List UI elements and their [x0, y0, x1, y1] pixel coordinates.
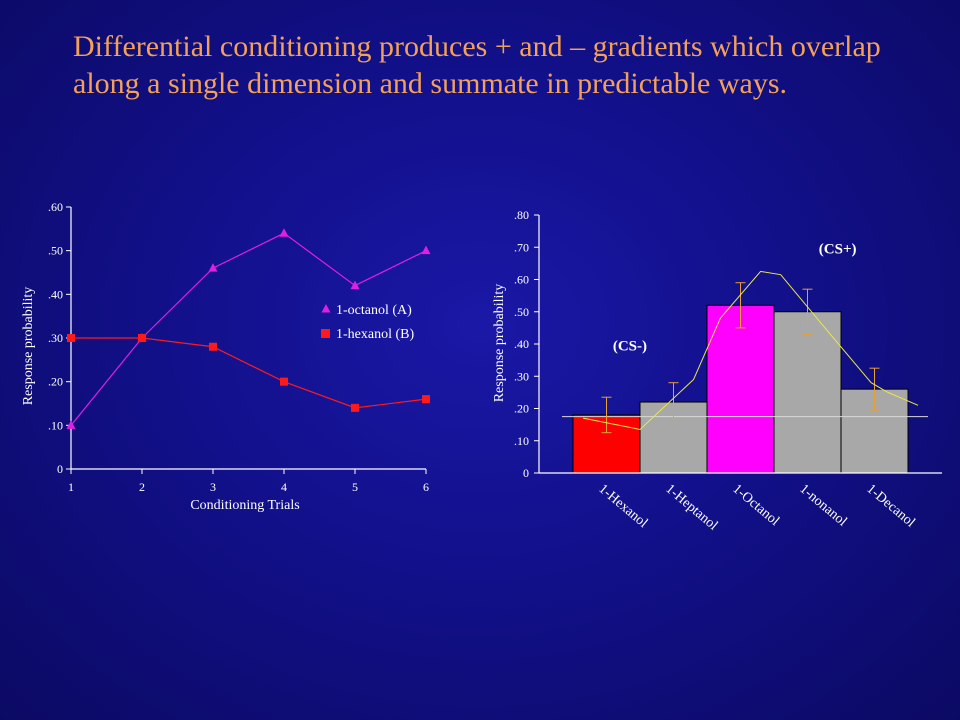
- bar-chart-y-tick-label: .50: [514, 305, 529, 319]
- line-chart-y-tick-label: .20: [48, 375, 63, 389]
- bar-chart-y-tick-label: .10: [514, 434, 529, 448]
- line-chart-legend: 1-octanol (A) 1-hexanol (B): [321, 303, 414, 342]
- line-chart-x-tick-label: 3: [210, 480, 216, 494]
- bar-chart-y-tick-label: .30: [514, 369, 529, 383]
- line-chart-point: [351, 403, 359, 412]
- bar-chart-category-label: 1-Heptanol: [662, 482, 720, 534]
- line-chart-y-tick-label: .50: [48, 244, 63, 258]
- bar-chart-y-tick-label: .20: [514, 402, 529, 416]
- bar-chart-y-tick-label: .70: [514, 240, 529, 254]
- line-chart-x-tick-label: 5: [352, 480, 358, 494]
- line-chart-series-line: [70, 232, 427, 426]
- line-chart: Response probability Conditioning Trials…: [21, 200, 431, 513]
- summation-curve: [582, 270, 919, 431]
- bar-chart-category-label: 1-Hexanol: [595, 482, 650, 532]
- legend-marker: [321, 329, 330, 338]
- bar-chart-y-axis-title: Response probability: [492, 284, 507, 403]
- line-chart-y-axis-title: Response probability: [21, 287, 36, 406]
- bar-chart-annotation: (CS+): [819, 242, 857, 258]
- bar-chart-y-tick-label: .80: [514, 208, 529, 222]
- legend-marker: [321, 304, 331, 313]
- line-chart-point: [66, 420, 76, 429]
- line-chart-point: [421, 245, 431, 255]
- bar-chart-y-tick-label: .40: [514, 337, 529, 351]
- line-chart-point: [280, 377, 288, 386]
- line-chart-y-tick-label: .10: [48, 418, 63, 432]
- line-chart-x-tick-label: 4: [281, 480, 287, 494]
- line-chart-y-tick-label: .40: [48, 287, 63, 301]
- line-chart-x-tick-label: 2: [139, 480, 145, 494]
- line-chart-point: [138, 334, 146, 342]
- legend-label: 1-hexanol (B): [336, 327, 414, 342]
- bar-chart-y-tick-label: 0: [523, 466, 529, 480]
- line-chart-series-line: [71, 337, 427, 409]
- bar-chart-annotation: (CS-): [613, 338, 647, 354]
- line-chart-y-tick-label: .30: [48, 331, 63, 345]
- line-chart-point: [67, 334, 75, 342]
- bar-chart-y-tick-label: .60: [514, 273, 529, 287]
- slide-title: Differential conditioning produces + and…: [73, 30, 881, 100]
- line-chart-point: [422, 395, 430, 404]
- line-chart-point: [350, 280, 360, 290]
- line-chart-point: [208, 263, 218, 272]
- bar-chart-category-label: 1-Decanol: [863, 482, 917, 531]
- bar: [706, 304, 775, 474]
- line-chart-x-tick-label: 6: [423, 480, 429, 494]
- bar-chart: Response probability 0 .10 .20 .30 .40 .50 .60…: [492, 208, 942, 534]
- bar: [773, 311, 842, 474]
- line-chart-y-tick-label: .60: [48, 200, 63, 214]
- line-chart-x-axis-title: Conditioning Trials: [190, 498, 299, 513]
- line-chart-x-tick-label: 1: [68, 480, 74, 494]
- bar-chart-category-label: 1-nonanol: [796, 482, 849, 530]
- legend-label: 1-octanol (A): [336, 303, 412, 318]
- line-chart-point: [279, 228, 289, 237]
- bar-chart-category-label: 1-Octanol: [729, 482, 782, 530]
- line-chart-point: [209, 342, 217, 351]
- line-chart-y-tick-label: 0: [57, 462, 63, 476]
